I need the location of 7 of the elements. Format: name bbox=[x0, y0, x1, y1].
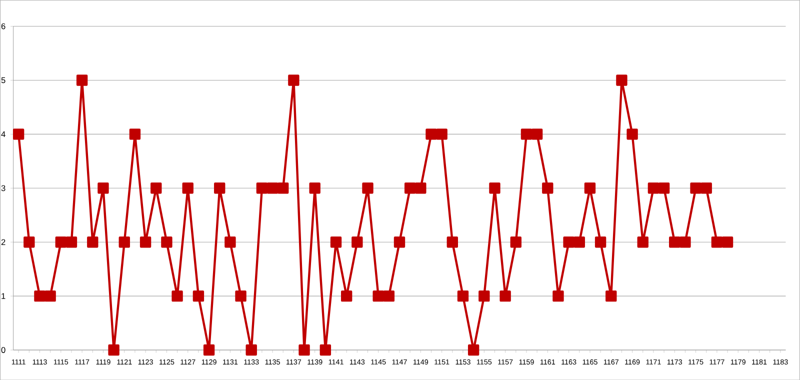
y-tick-label: 0 bbox=[1, 346, 6, 353]
y-tick-label: 4 bbox=[1, 131, 6, 137]
y-tick-label: 5 bbox=[1, 77, 6, 83]
y-tick-label: 2 bbox=[1, 239, 6, 245]
y-tick-label: 3 bbox=[1, 185, 6, 191]
y-tick-label: 1 bbox=[2, 293, 6, 299]
y-tick-label: 6 bbox=[1, 23, 6, 30]
